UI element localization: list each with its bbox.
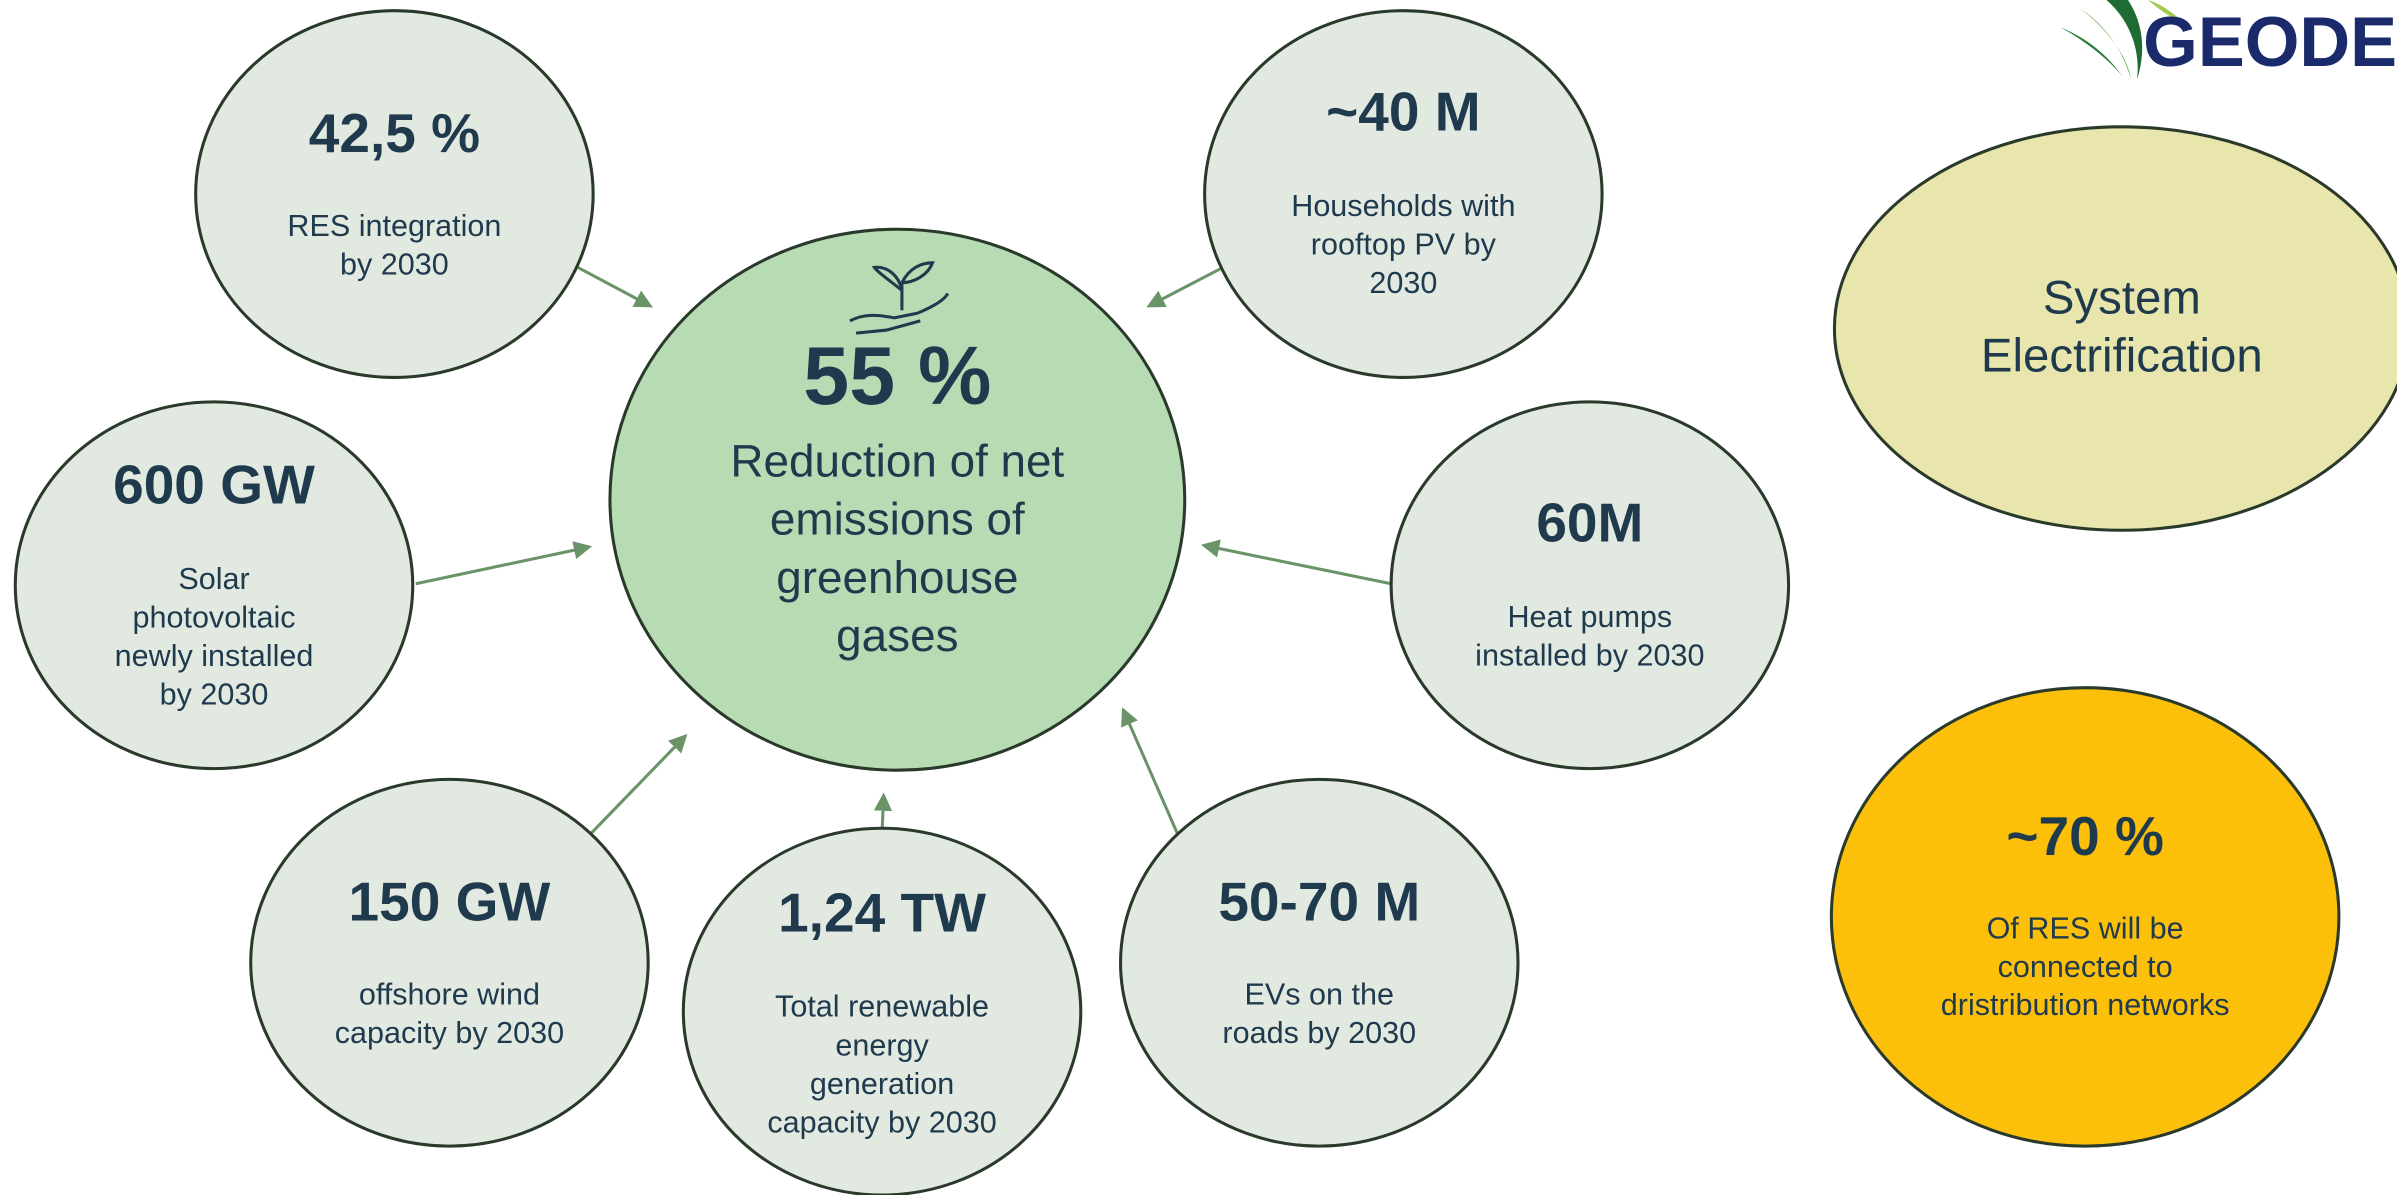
bubble [1829, 686, 2341, 1148]
bubble-text: capacity by 2030 [335, 1016, 564, 1050]
logo-text: GEODE [2143, 2, 2397, 81]
arrow [1201, 539, 1392, 586]
bubble-text: dristribution networks [1941, 988, 2230, 1022]
bubble [249, 777, 650, 1148]
bubble-text: greenhouse [776, 551, 1018, 603]
bubble-title: 50-70 M [1218, 871, 1420, 933]
bubble-title: 60M [1536, 492, 1643, 554]
bubble [681, 826, 1083, 1195]
bubble [194, 9, 595, 379]
bubble-text: roads by 2030 [1222, 1016, 1416, 1050]
bubble-text: emissions of [770, 493, 1025, 545]
bubble-text: System [2043, 272, 2201, 325]
bubble-text: by 2030 [160, 678, 269, 712]
bubble-title: ~40 M [1326, 81, 1480, 143]
bubble-text: rooftop PV by [1311, 228, 1497, 262]
bubble [1203, 9, 1604, 379]
bubble-text: Solar [178, 562, 249, 596]
arrow [415, 541, 593, 586]
bubble-text: generation [810, 1067, 954, 1101]
arrow [577, 266, 653, 308]
bubble-text: RES integration [287, 209, 501, 243]
bubble-text: Total renewable [775, 990, 989, 1024]
bubble-title: 42,5 % [309, 102, 480, 164]
bubble-title: 150 GW [349, 871, 551, 933]
arrows [415, 266, 1392, 834]
bubble-title: 600 GW [113, 454, 315, 516]
bubble-text: Of RES will be [1987, 912, 2184, 946]
logo-mark [2060, 0, 2183, 80]
arrow [590, 733, 688, 834]
arrow [1146, 266, 1224, 308]
arrow [873, 792, 893, 833]
bubble-text: Electrification [1981, 330, 2263, 383]
bubble-text: energy [835, 1028, 929, 1062]
bubble [1389, 400, 1791, 771]
bubble [608, 227, 1187, 772]
bubble [1832, 125, 2397, 532]
bubble-title: 55 % [803, 330, 991, 422]
icon-hand [849, 292, 950, 335]
bubble-text: Households with [1291, 189, 1515, 223]
bubble-text: capacity by 2030 [767, 1106, 996, 1140]
icon-stem [871, 261, 935, 311]
bubble-text: installed by 2030 [1475, 639, 1704, 673]
bubble-text: offshore wind [359, 977, 540, 1011]
bubble-title: 1,24 TW [778, 881, 986, 943]
plant-icon [849, 261, 950, 335]
bubble-text: gases [836, 609, 958, 661]
bubble-text: Heat pumps [1507, 600, 1672, 634]
bubble-text: newly installed [115, 639, 314, 673]
arrow [1121, 707, 1179, 834]
bubble [13, 400, 415, 771]
bubble-text: by 2030 [340, 247, 449, 281]
bubble-text: Reduction of net [730, 435, 1064, 487]
bubble-text: connected to [1998, 950, 2173, 984]
bubble-text: EVs on the [1245, 977, 1394, 1011]
bubble-text: 2030 [1369, 266, 1437, 300]
bubble-text: photovoltaic [132, 600, 295, 634]
bubble-title: ~70 % [2006, 805, 2164, 867]
bubble [1119, 777, 1520, 1148]
